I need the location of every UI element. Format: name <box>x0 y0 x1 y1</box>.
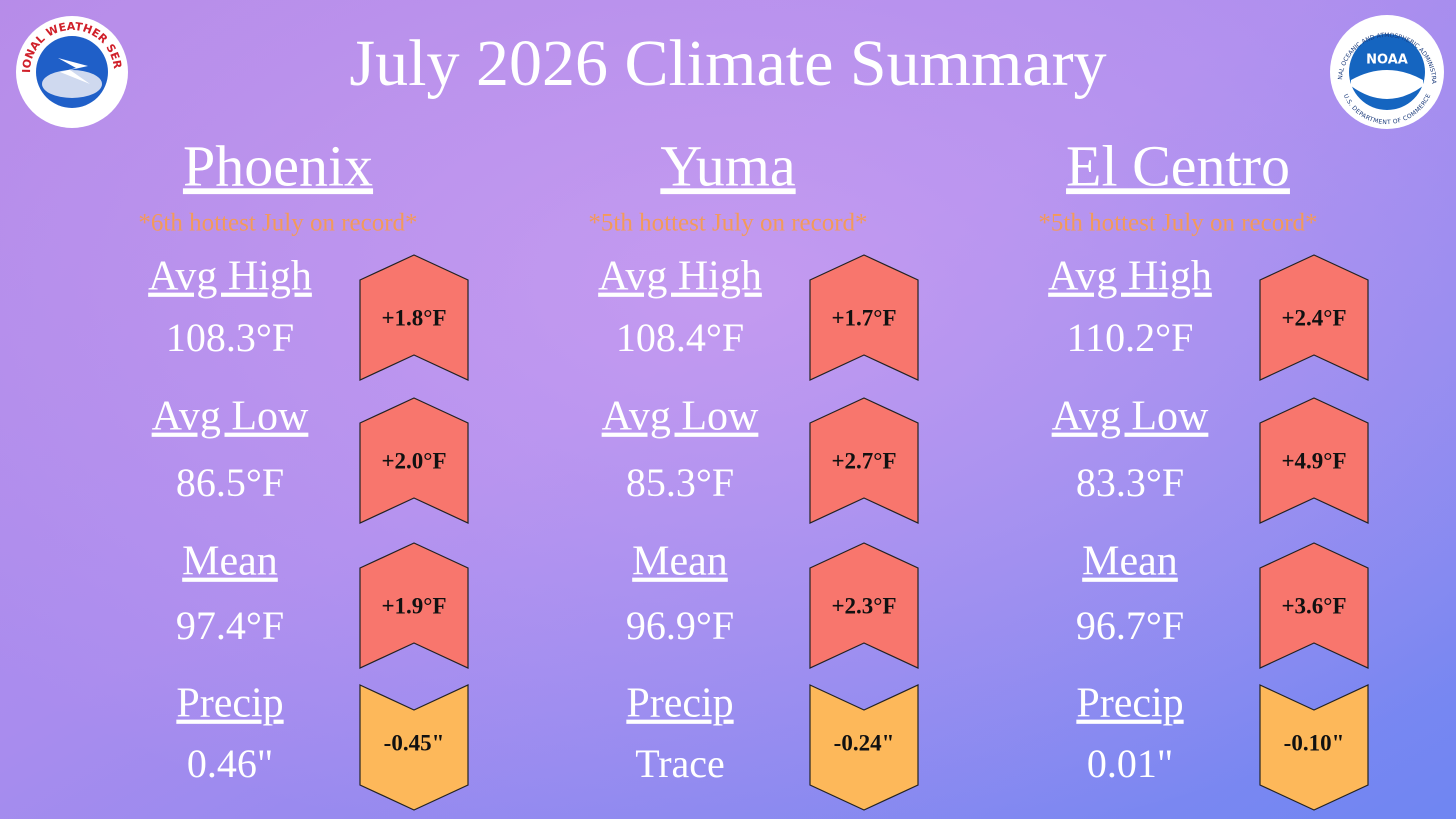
stat-value: 96.9°F <box>626 603 734 648</box>
stat-label: Precip <box>176 681 283 727</box>
city-note: *5th hottest July on record* <box>1038 210 1317 237</box>
stat-label: Avg Low <box>152 394 309 440</box>
anomaly-badge <box>359 684 469 811</box>
stat-label: Avg High <box>1048 254 1212 300</box>
city-column: Phoenix *6th hottest July on record* Avg H… <box>138 133 469 811</box>
stat-label: Avg High <box>148 254 312 300</box>
stat-value: 108.4°F <box>616 315 744 360</box>
anomaly-badge <box>359 397 469 524</box>
anomaly-badge <box>1259 254 1369 381</box>
stat-label: Avg Low <box>1052 394 1209 440</box>
stat-value: 0.46" <box>187 741 273 786</box>
anomaly-value: +1.9°F <box>381 593 446 618</box>
anomaly-badge <box>809 684 919 811</box>
anomaly-value: +2.7°F <box>831 448 896 473</box>
noaa-logo-center: NOAA <box>1366 53 1408 68</box>
stat-value: Trace <box>635 741 725 786</box>
city-name: El Centro <box>1066 133 1290 198</box>
anomaly-badge <box>359 542 469 669</box>
stat-value: 110.2°F <box>1067 315 1194 360</box>
stat-value: 85.3°F <box>626 460 734 505</box>
anomaly-badge <box>1259 684 1369 811</box>
anomaly-badge <box>809 254 919 381</box>
content: Phoenix *6th hottest July on record* Avg H… <box>138 133 1369 811</box>
stat-value: 96.7°F <box>1076 603 1184 648</box>
stat-label: Avg Low <box>602 394 759 440</box>
anomaly-badge <box>1259 397 1369 524</box>
anomaly-value: +1.7°F <box>831 305 896 330</box>
stat-label: Precip <box>626 681 733 727</box>
anomaly-badge <box>809 542 919 669</box>
anomaly-value: -0.24" <box>834 730 895 755</box>
stat-label: Avg High <box>598 254 762 300</box>
anomaly-value: +2.4°F <box>1281 305 1346 330</box>
city-name: Phoenix <box>183 133 373 198</box>
anomaly-value: +3.6°F <box>1281 593 1346 618</box>
stat-label: Precip <box>1076 681 1183 727</box>
city-column: Yuma *5th hottest July on record* Avg High… <box>588 133 919 811</box>
stat-label: Mean <box>182 539 278 585</box>
title: July 2026 Climate Summary <box>349 27 1106 100</box>
stat-label: Mean <box>632 539 728 585</box>
anomaly-value: +1.8°F <box>381 305 446 330</box>
anomaly-badge <box>359 254 469 381</box>
stat-value: 97.4°F <box>176 603 284 648</box>
stat-value: 108.3°F <box>166 315 294 360</box>
stat-label: Mean <box>1082 539 1178 585</box>
anomaly-badge <box>809 397 919 524</box>
anomaly-value: +2.0°F <box>381 448 446 473</box>
city-name: Yuma <box>660 133 795 198</box>
anomaly-value: -0.45" <box>384 730 445 755</box>
anomaly-value: +2.3°F <box>831 593 896 618</box>
stat-value: 86.5°F <box>176 460 284 505</box>
stat-value: 0.01" <box>1087 741 1173 786</box>
anomaly-badge <box>1259 542 1369 669</box>
anomaly-value: +4.9°F <box>1281 448 1346 473</box>
anomaly-value: -0.10" <box>1284 730 1345 755</box>
stat-value: 83.3°F <box>1076 460 1184 505</box>
city-note: *5th hottest July on record* <box>588 210 867 237</box>
city-note: *6th hottest July on record* <box>138 210 417 237</box>
city-column: El Centro *5th hottest July on record* Avg… <box>1038 133 1369 811</box>
